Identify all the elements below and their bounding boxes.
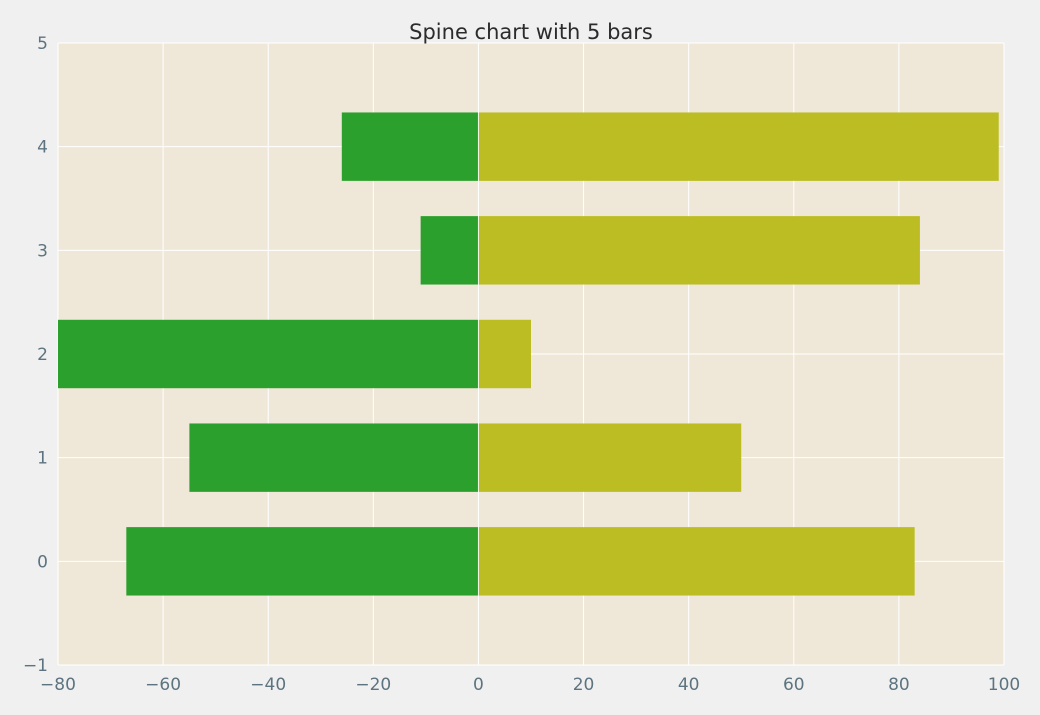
- x-tick-label: −20: [355, 675, 391, 695]
- bar-positive: [478, 216, 920, 285]
- x-tick-label: 80: [888, 675, 910, 695]
- bar-positive: [478, 112, 999, 181]
- x-tick-label: 60: [783, 675, 805, 695]
- x-tick-label: 20: [573, 675, 595, 695]
- chart-title: Spine chart with 5 bars: [409, 20, 653, 44]
- bars: [58, 43, 999, 665]
- x-tick-label: 100: [988, 675, 1020, 695]
- bar-positive: [478, 527, 915, 596]
- bar-negative: [126, 527, 479, 596]
- bar-negative: [420, 216, 479, 285]
- y-tick-label: 1: [37, 449, 48, 469]
- y-tick-label: 5: [37, 34, 48, 54]
- x-tick-label: 40: [678, 675, 700, 695]
- x-tick-label: −40: [250, 675, 286, 695]
- bar-negative: [189, 423, 479, 492]
- y-tick-label: 4: [37, 138, 48, 158]
- x-tick-label: −60: [145, 675, 181, 695]
- x-tick-label: −80: [40, 675, 76, 695]
- bar-positive: [478, 423, 742, 492]
- bar-negative: [58, 319, 479, 389]
- y-tick-label: 3: [37, 241, 48, 261]
- bar-negative: [341, 112, 479, 181]
- tick-labels: −80 −60 −40 −20 0 20 40 60 80 100 −1 0 1 2 3 4 5: [23, 34, 1020, 695]
- bar-positive: [478, 319, 531, 389]
- x-tick-label: 0: [473, 675, 484, 695]
- y-tick-label: 0: [37, 552, 48, 572]
- y-tick-label: −1: [23, 656, 48, 676]
- y-tick-label: 2: [37, 345, 48, 365]
